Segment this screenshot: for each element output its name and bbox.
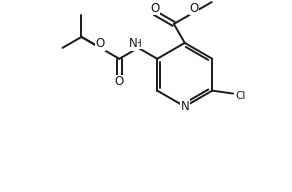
Text: N: N xyxy=(180,100,189,113)
Text: N: N xyxy=(129,37,138,50)
Text: Cl: Cl xyxy=(235,91,245,101)
Text: O: O xyxy=(150,2,159,15)
Text: O: O xyxy=(189,2,198,15)
Text: O: O xyxy=(96,37,105,50)
Text: O: O xyxy=(115,75,124,88)
Text: H: H xyxy=(134,39,142,49)
